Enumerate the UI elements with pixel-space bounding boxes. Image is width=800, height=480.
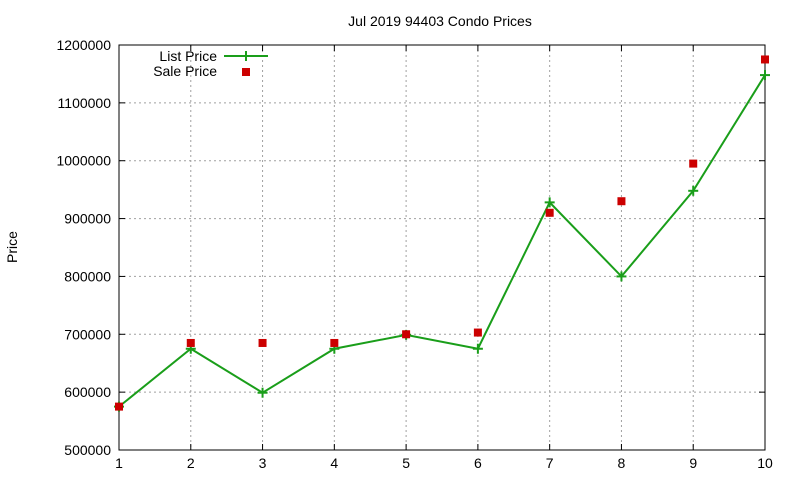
sale-price-point xyxy=(545,208,554,217)
sale-price-point xyxy=(330,338,339,347)
sale-price-point xyxy=(761,55,769,64)
list-price-point xyxy=(688,185,699,196)
axis-ticks: 1 2 3 4 5 6 7 8 9 10 500000 600000 700000 800000 90000… xyxy=(56,37,773,471)
sale-price-point xyxy=(115,402,123,411)
y-tick-label: 800000 xyxy=(64,268,111,284)
sale-price-point xyxy=(689,159,698,168)
sale-price-point xyxy=(402,330,411,339)
legend-swatch-sale-price xyxy=(242,68,250,76)
y-axis-label: Price xyxy=(4,231,20,263)
list-price-point xyxy=(616,271,627,282)
list-price-point xyxy=(544,197,555,208)
list-price-line xyxy=(118,74,766,408)
list-price-point xyxy=(760,70,770,81)
sale-price-point xyxy=(473,328,482,337)
list-price-point xyxy=(472,343,483,354)
y-tick-label: 700000 xyxy=(64,326,111,342)
y-tick-label: 600000 xyxy=(64,384,111,400)
y-tick-label: 1000000 xyxy=(56,153,111,169)
y-tick-label: 1100000 xyxy=(58,95,112,111)
sale-price-point xyxy=(186,338,195,347)
y-tick-label: 500000 xyxy=(64,442,111,458)
chart-title: Jul 2019 94403 Condo Prices xyxy=(348,13,532,29)
x-tick-label: 6 xyxy=(474,455,482,471)
sale-price-point xyxy=(258,338,267,347)
sale-price-point xyxy=(617,197,626,206)
x-tick-label: 8 xyxy=(618,455,626,471)
x-tick-label: 2 xyxy=(187,455,195,471)
x-tick-label: 5 xyxy=(402,455,410,471)
plot-frame xyxy=(118,44,766,451)
x-tick-label: 9 xyxy=(689,455,697,471)
x-tick-label: 10 xyxy=(757,455,773,471)
x-tick-label: 1 xyxy=(115,455,123,471)
legend-label-sale-price: Sale Price xyxy=(153,63,217,79)
y-tick-label: 900000 xyxy=(64,211,111,227)
series-layer xyxy=(114,55,770,412)
grid xyxy=(119,45,765,450)
x-tick-label: 7 xyxy=(546,455,554,471)
list-price-point xyxy=(257,387,268,398)
legend-label-list-price: List Price xyxy=(159,48,217,64)
y-tick-label: 1200000 xyxy=(56,37,111,53)
x-tick-label: 4 xyxy=(330,455,338,471)
x-tick-label: 3 xyxy=(259,455,267,471)
